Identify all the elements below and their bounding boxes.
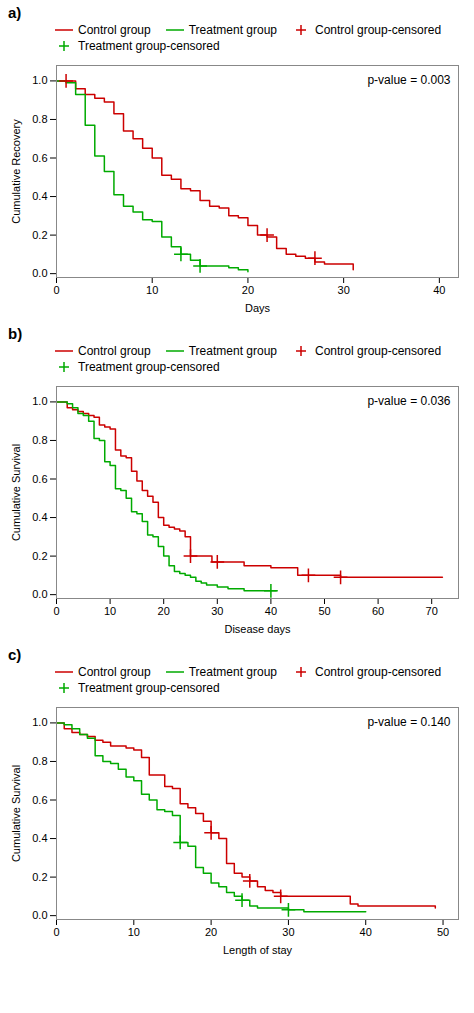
- svg-text:Cumulative Recovery: Cumulative Recovery: [10, 119, 22, 224]
- html-text:Control group-censored: Control group-censored: [315, 344, 442, 358]
- html-text:Treatment group: Treatment group: [188, 23, 277, 37]
- svg-text:0.0: 0.0: [32, 909, 47, 921]
- svg-text:p-value = 0.140: p-value = 0.140: [367, 715, 450, 729]
- svg-text:0: 0: [53, 605, 59, 617]
- svg-text:1.0: 1.0: [32, 395, 47, 407]
- svg-text:0.2: 0.2: [32, 871, 47, 883]
- svg-text:40: 40: [360, 926, 372, 938]
- html-text:Control group-censored: Control group-censored: [315, 23, 442, 37]
- svg-text:20: 20: [205, 926, 217, 938]
- svg-text:0.2: 0.2: [32, 550, 47, 562]
- svg-text:40: 40: [265, 605, 277, 617]
- html-text:Treatment group-censored: Treatment group-censored: [78, 39, 220, 53]
- html-text:Control group-censored: Control group-censored: [315, 665, 442, 679]
- svg-text:10: 10: [146, 284, 158, 296]
- html-text:a): a): [8, 4, 22, 21]
- svg-text:0: 0: [53, 926, 59, 938]
- svg-text:70: 70: [426, 605, 438, 617]
- svg-text:p-value = 0.003: p-value = 0.003: [367, 73, 450, 87]
- svg-text:0.6: 0.6: [32, 473, 47, 485]
- svg-text:0.2: 0.2: [32, 229, 47, 241]
- html-text:Treatment group-censored: Treatment group-censored: [78, 681, 220, 695]
- svg-text:20: 20: [242, 284, 254, 296]
- svg-text:30: 30: [211, 605, 223, 617]
- svg-text:1.0: 1.0: [32, 716, 47, 728]
- svg-text:0.8: 0.8: [32, 113, 47, 125]
- svg-text:50: 50: [318, 605, 330, 617]
- svg-text:0.4: 0.4: [32, 511, 47, 523]
- html-text:Treatment group: Treatment group: [188, 665, 277, 679]
- svg-text:0.6: 0.6: [32, 794, 47, 806]
- svg-text:30: 30: [282, 926, 294, 938]
- html-text:Control group: Control group: [78, 23, 151, 37]
- html-text:Control group: Control group: [78, 344, 151, 358]
- svg-text:60: 60: [372, 605, 384, 617]
- svg-text:1.0: 1.0: [32, 74, 47, 86]
- html-text:b): b): [8, 325, 23, 342]
- svg-text:50: 50: [437, 926, 449, 938]
- svg-text:10: 10: [104, 605, 116, 617]
- svg-text:Days: Days: [245, 302, 271, 314]
- html-text:Control group: Control group: [78, 665, 151, 679]
- svg-text:0: 0: [53, 284, 59, 296]
- svg-text:p-value = 0.036: p-value = 0.036: [367, 394, 450, 408]
- svg-text:20: 20: [158, 605, 170, 617]
- html-text:Treatment group: Treatment group: [188, 344, 277, 358]
- svg-text:0.8: 0.8: [32, 434, 47, 446]
- svg-text:10: 10: [128, 926, 140, 938]
- svg-text:0.8: 0.8: [32, 755, 47, 767]
- svg-text:0.0: 0.0: [32, 267, 47, 279]
- svg-text:0.0: 0.0: [32, 588, 47, 600]
- html-text:Treatment group-censored: Treatment group-censored: [78, 360, 220, 374]
- svg-text:0.4: 0.4: [32, 190, 47, 202]
- svg-text:0.4: 0.4: [32, 832, 47, 844]
- svg-text:0.6: 0.6: [32, 152, 47, 164]
- svg-text:Disease days: Disease days: [224, 623, 291, 635]
- html-text:c): c): [8, 646, 22, 663]
- svg-text:40: 40: [433, 284, 445, 296]
- svg-text:30: 30: [338, 284, 350, 296]
- svg-text:Cumulative Survival: Cumulative Survival: [10, 765, 22, 862]
- svg-text:Cumulative Survival: Cumulative Survival: [10, 444, 22, 541]
- svg-text:Length of stay: Length of stay: [223, 944, 293, 956]
